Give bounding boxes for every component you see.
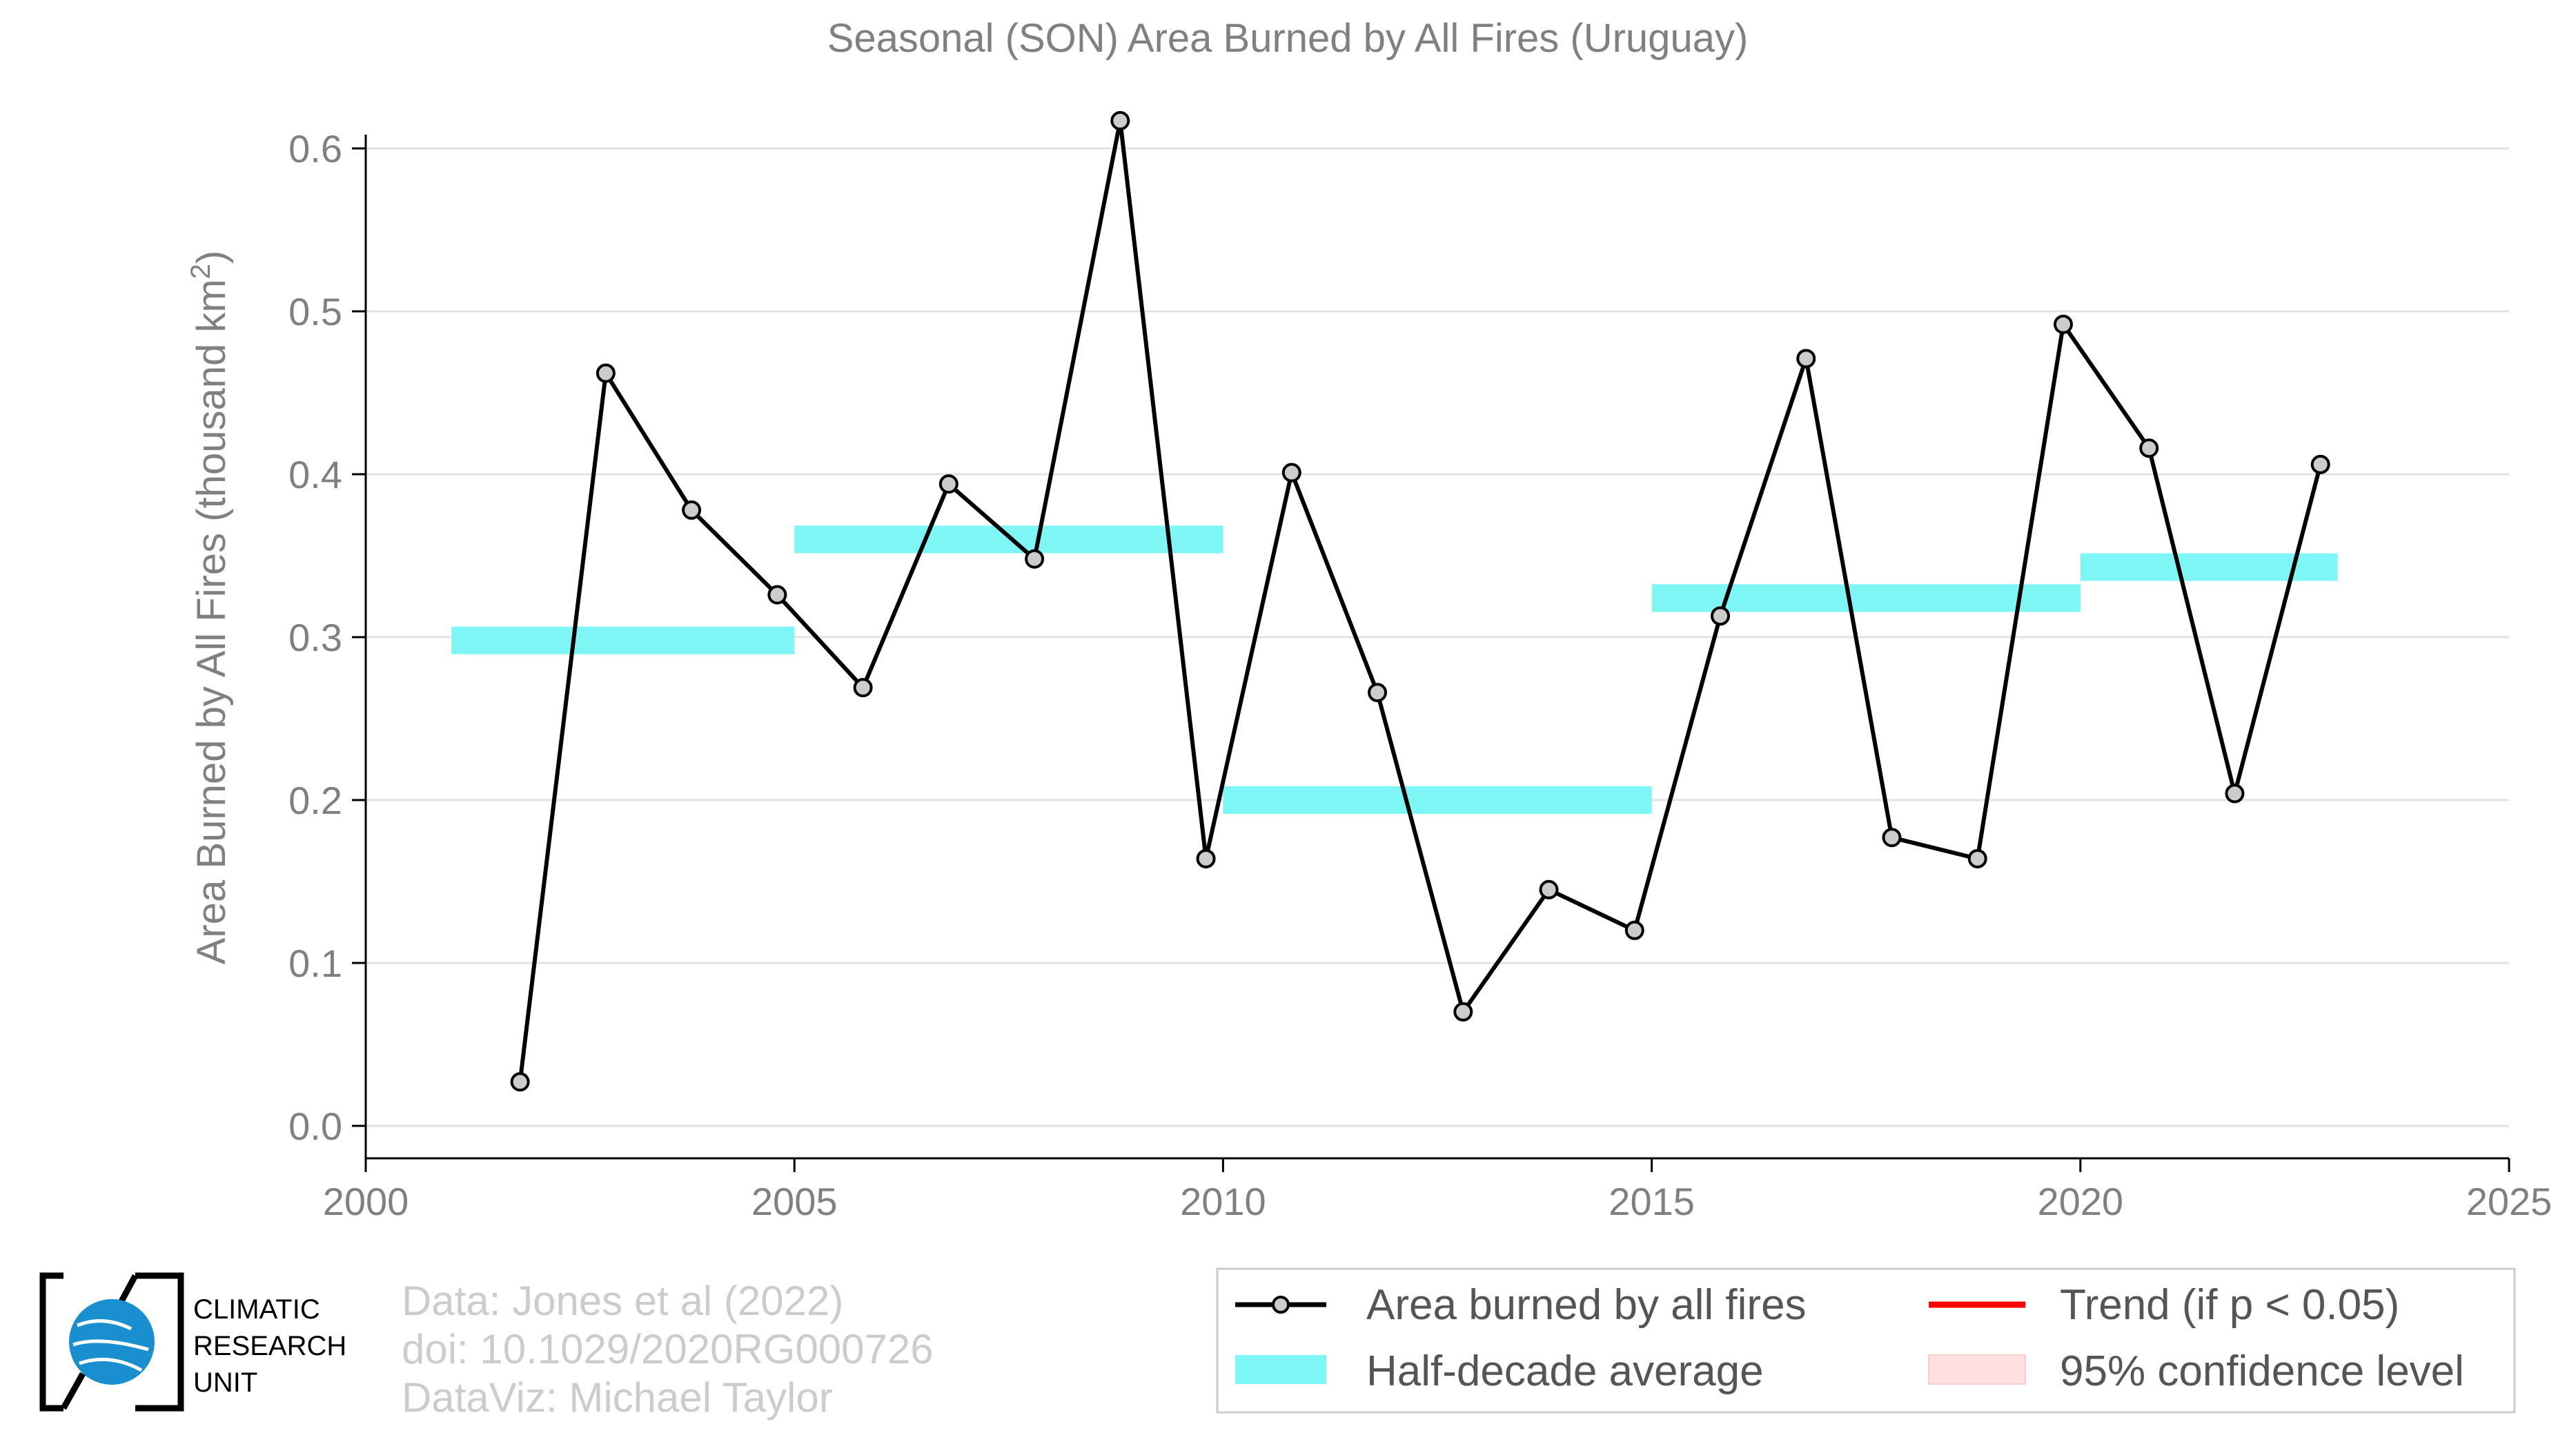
y-tick-label: 0.0	[288, 1104, 342, 1148]
data-point	[510, 1072, 530, 1092]
y-axis-label-text: Area Burned by All Fires (thousand km	[189, 279, 234, 964]
legend-entry-line: Area burned by all fires	[1366, 1281, 1807, 1329]
chart-title: Seasonal (SON) Area Burned by All Fires …	[827, 16, 1749, 61]
x-tick-label: 2015	[1609, 1180, 1695, 1223]
data-point	[1710, 606, 1730, 626]
series-line	[518, 118, 2323, 1082]
data-point	[1281, 462, 1301, 483]
y-tick-label: 0.1	[288, 942, 342, 985]
data-point	[2053, 314, 2073, 334]
credit-dataviz: DataViz: Michael Taylor	[402, 1374, 833, 1421]
y-tick-labels: 0.0 0.1 0.2 0.3 0.4 0.5 0.6	[288, 127, 342, 1148]
data-point	[1025, 549, 1045, 569]
x-tick-label: 2000	[323, 1180, 409, 1223]
data-point	[1196, 848, 1216, 868]
globe-swirl-lines	[72, 1319, 149, 1372]
x-tick-label: 2025	[2466, 1180, 2553, 1223]
half-decade-bands	[451, 525, 2338, 814]
series-line-area-burned	[518, 118, 2323, 1082]
y-tick-label: 0.2	[288, 779, 342, 822]
logo-bracket-left	[39, 1272, 63, 1412]
logo-bracket-right	[135, 1272, 184, 1412]
x-tick-label: 2010	[1180, 1180, 1266, 1223]
legend-entry-band: Half-decade average	[1366, 1347, 1764, 1395]
y-tick-label: 0.5	[288, 290, 342, 333]
y-tick-label: 0.3	[288, 616, 342, 659]
logo-text-climatic: CLIMATIC	[193, 1294, 320, 1325]
credit-doi: doi: 10.1029/2020RG000726	[402, 1326, 934, 1372]
data-point	[853, 678, 873, 698]
half-decade-band	[451, 626, 795, 654]
data-point	[2225, 783, 2245, 804]
y-axis-label-superscript: 2	[186, 264, 216, 279]
data-point	[596, 363, 616, 383]
data-point	[1882, 828, 1902, 848]
credit-data: Data: Jones et al (2022)	[402, 1278, 843, 1324]
y-tick-label: 0.6	[288, 127, 342, 171]
credits: Data: Jones et al (2022) doi: 10.1029/20…	[402, 1278, 934, 1421]
data-point	[682, 500, 702, 520]
data-point	[767, 585, 787, 605]
half-decade-band	[1223, 786, 1652, 814]
x-tick-label: 2005	[751, 1180, 838, 1223]
data-point	[938, 474, 958, 494]
legend-box	[1216, 1267, 2516, 1414]
data-point	[1368, 683, 1388, 703]
legend-marker-swatch	[1272, 1296, 1290, 1314]
data-point	[1110, 110, 1130, 130]
cru-logo: CLIMATIC RESEARCH UNIT	[39, 1272, 346, 1412]
data-point	[1796, 349, 1816, 369]
axes	[352, 135, 2510, 1172]
legend-band-swatch	[1235, 1355, 1326, 1384]
legend-entry-confidence: 95% confidence level	[2060, 1347, 2464, 1395]
data-point	[2310, 454, 2330, 474]
y-tick-label: 0.4	[288, 453, 342, 496]
data-point	[1624, 920, 1644, 940]
half-decade-band	[2080, 553, 2338, 581]
logo-slash-bottom	[61, 1372, 86, 1410]
legend: Area burned by all fires Half-decade ave…	[1216, 1267, 2516, 1414]
y-axis-label: Area Burned by All Fires (thousand km2)	[186, 251, 234, 965]
data-point	[1967, 848, 1987, 868]
legend-confidence-swatch	[1928, 1354, 2026, 1385]
x-tick-labels: 2000 2005 2010 2015 2020 2025	[323, 1180, 2553, 1223]
logo-text-research: RESEARCH	[193, 1331, 346, 1361]
logo-text-unit: UNIT	[193, 1367, 257, 1398]
series-markers	[510, 110, 2330, 1092]
half-decade-band	[794, 525, 1223, 554]
data-point	[1453, 1002, 1473, 1022]
y-axis-label-suffix: )	[189, 251, 234, 264]
data-point	[1539, 879, 1559, 899]
x-tick-label: 2020	[2038, 1180, 2124, 1223]
legend-entry-trend: Trend (if p < 0.05)	[2060, 1281, 2399, 1329]
data-point	[2139, 438, 2159, 458]
